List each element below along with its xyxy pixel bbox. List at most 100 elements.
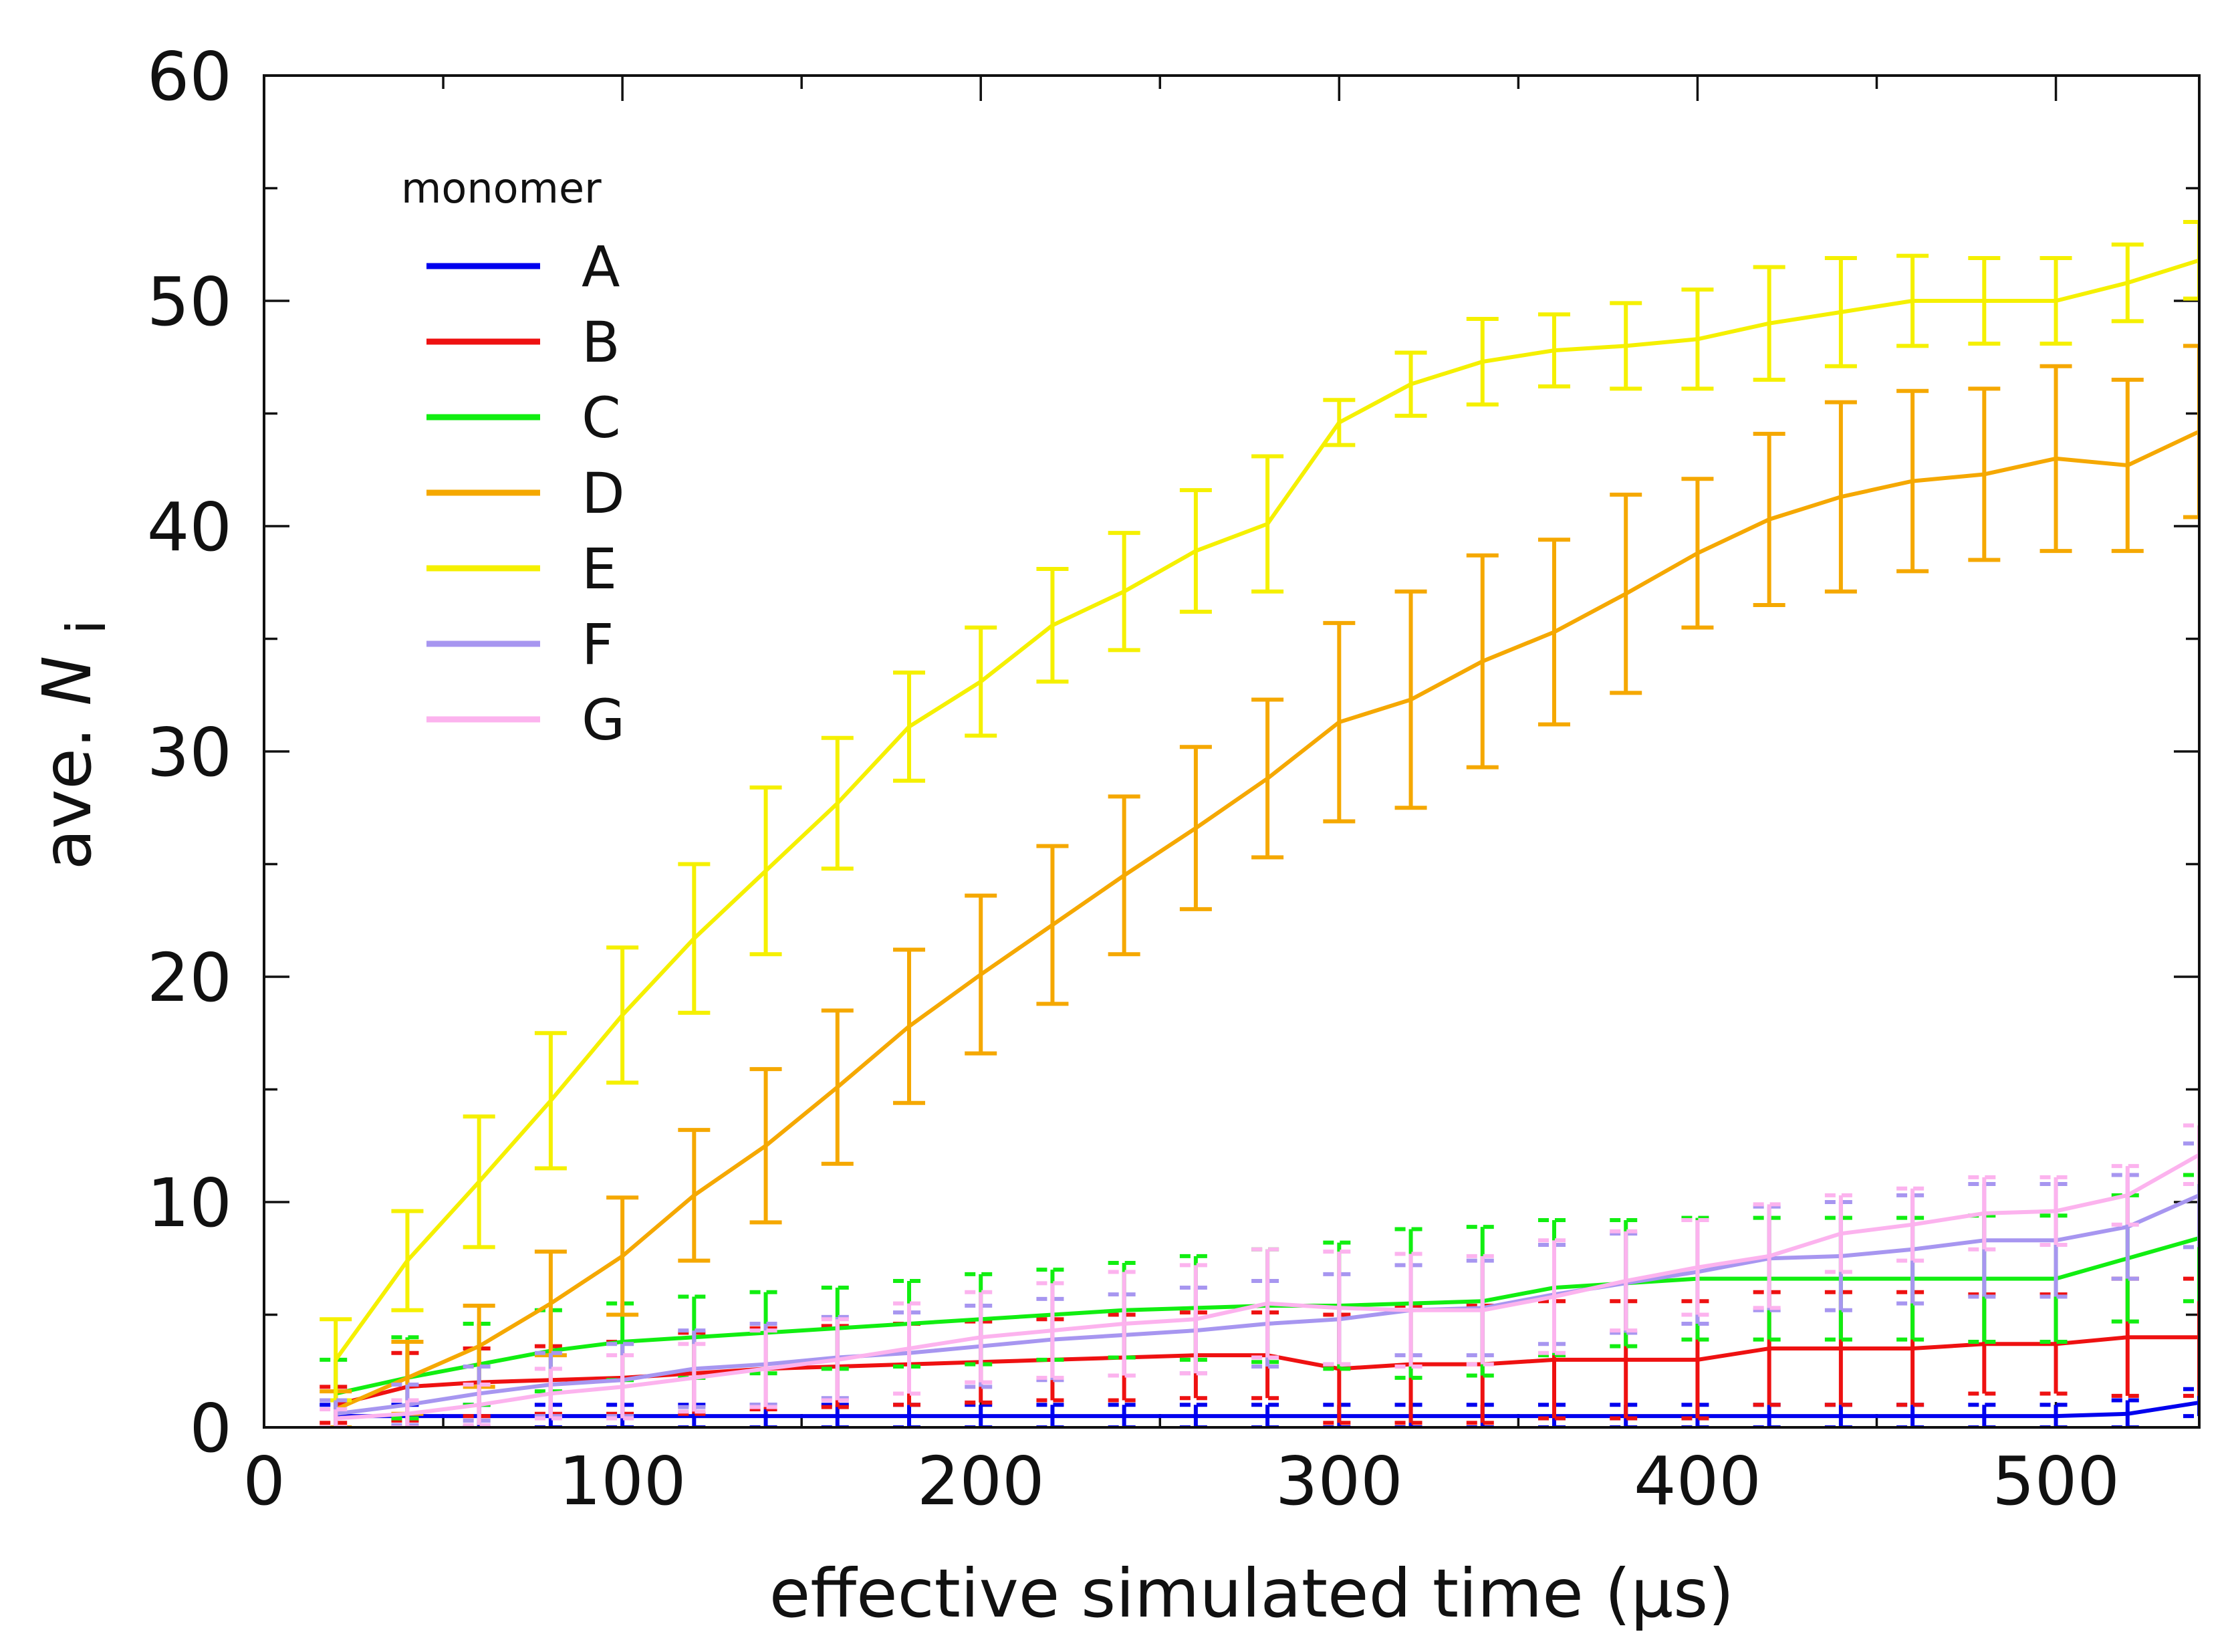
x-tick-label: 400	[1634, 1442, 1761, 1520]
data-point-g	[763, 1367, 768, 1371]
series-g	[320, 1123, 2199, 1427]
data-point-e	[1552, 348, 1556, 353]
data-point-e	[1982, 299, 1987, 303]
data-point-g	[405, 1411, 410, 1416]
y-tick-label: 60	[147, 37, 232, 116]
data-point-g	[1624, 1278, 1628, 1283]
data-point-d	[1122, 873, 1126, 878]
legend-label-g: G	[582, 687, 625, 753]
y-axis-title-variable: N	[28, 656, 106, 706]
data-point-d	[979, 972, 983, 977]
data-point-g	[1767, 1254, 1771, 1258]
data-point-g	[979, 1335, 983, 1340]
data-point-b	[1552, 1357, 1556, 1362]
data-point-g	[907, 1346, 911, 1351]
data-point-e	[979, 679, 983, 684]
data-point-a	[2125, 1411, 2130, 1416]
plot-frame	[263, 74, 2201, 1429]
data-point-e	[548, 1098, 553, 1103]
y-tick-label: 10	[147, 1164, 232, 1242]
data-point-d	[2054, 456, 2058, 461]
data-point-g	[1050, 1328, 1055, 1333]
y-axis-title-prefix: ave.	[28, 727, 106, 870]
legend-label-b: B	[582, 310, 620, 375]
series-layer	[320, 220, 2199, 1427]
data-point-g	[1122, 1321, 1126, 1326]
data-point-e	[1910, 299, 1915, 303]
data-point-g	[2054, 1209, 2058, 1213]
data-point-d	[1767, 517, 1771, 521]
data-point-d	[1982, 472, 1987, 477]
data-point-d	[1408, 697, 1413, 702]
data-point-e	[1838, 310, 1843, 314]
data-point-b	[1838, 1346, 1843, 1351]
data-point-a	[1767, 1414, 1771, 1419]
data-point-e	[1408, 382, 1413, 386]
data-point-g	[1480, 1308, 1485, 1312]
data-point-d	[692, 1193, 697, 1197]
data-point-a	[1910, 1414, 1915, 1419]
data-point-a	[1193, 1414, 1198, 1419]
data-point-d	[405, 1375, 410, 1380]
data-point-d	[477, 1344, 481, 1348]
legend-label-c: C	[582, 385, 621, 451]
data-point-g	[548, 1391, 553, 1396]
y-axis-title-subscript: i	[55, 620, 118, 634]
data-point-a	[1050, 1414, 1055, 1419]
data-point-a	[979, 1414, 983, 1419]
data-point-g	[1838, 1231, 1843, 1236]
y-tick-label: 20	[147, 939, 232, 1017]
data-point-g	[2125, 1193, 2130, 1197]
data-point-d	[620, 1254, 625, 1258]
data-point-a	[1982, 1414, 1987, 1419]
data-point-e	[1624, 344, 1628, 348]
data-point-d	[1480, 659, 1485, 664]
data-point-a	[1265, 1414, 1270, 1419]
data-point-b	[1624, 1357, 1628, 1362]
data-point-e	[1122, 589, 1126, 594]
y-tick-label: 0	[189, 1389, 232, 1467]
data-point-e	[692, 936, 697, 941]
data-point-g	[1408, 1308, 1413, 1312]
data-point-g	[1982, 1211, 1987, 1215]
data-point-e	[477, 1179, 481, 1184]
series-e	[320, 220, 2199, 1403]
data-point-e	[2054, 299, 2058, 303]
data-point-e	[907, 724, 911, 729]
data-point-d	[1265, 776, 1270, 781]
data-point-d	[1695, 551, 1700, 556]
data-point-a	[2054, 1414, 2058, 1419]
data-point-d	[1050, 923, 1055, 927]
x-tick-label: 0	[243, 1442, 285, 1520]
data-point-e	[763, 868, 768, 873]
legend-label-f: F	[582, 612, 614, 677]
data-point-g	[1695, 1265, 1700, 1270]
x-tick-label: 100	[559, 1442, 687, 1520]
data-point-e	[2125, 281, 2130, 285]
data-point-e	[1695, 337, 1700, 342]
data-point-g	[477, 1403, 481, 1407]
data-point-a	[763, 1414, 768, 1419]
legend-label-e: E	[582, 536, 617, 602]
data-point-g	[1910, 1222, 1915, 1227]
data-point-d	[548, 1301, 553, 1306]
data-point-b	[2125, 1335, 2130, 1340]
data-point-b	[1695, 1357, 1700, 1362]
data-point-d	[1910, 479, 1915, 483]
data-point-g	[334, 1416, 338, 1421]
data-point-g	[1337, 1306, 1342, 1310]
y-tick-label: 30	[147, 713, 232, 792]
legend-title: monomer	[401, 164, 602, 213]
legend-label-a: A	[582, 234, 620, 300]
y-axis-title: ave. N i	[28, 620, 118, 870]
data-point-e	[835, 801, 840, 806]
y-tick-label: 50	[147, 263, 232, 341]
data-point-e	[1050, 623, 1055, 628]
data-point-a	[835, 1414, 840, 1419]
data-point-g	[1552, 1294, 1556, 1299]
data-point-d	[1552, 630, 1556, 634]
data-point-d	[2125, 463, 2130, 468]
tick-labels: 0 100 200 300 400 500 0 10 20 30 40 50 60	[147, 37, 2120, 1520]
x-tick-label: 500	[1992, 1442, 2120, 1520]
